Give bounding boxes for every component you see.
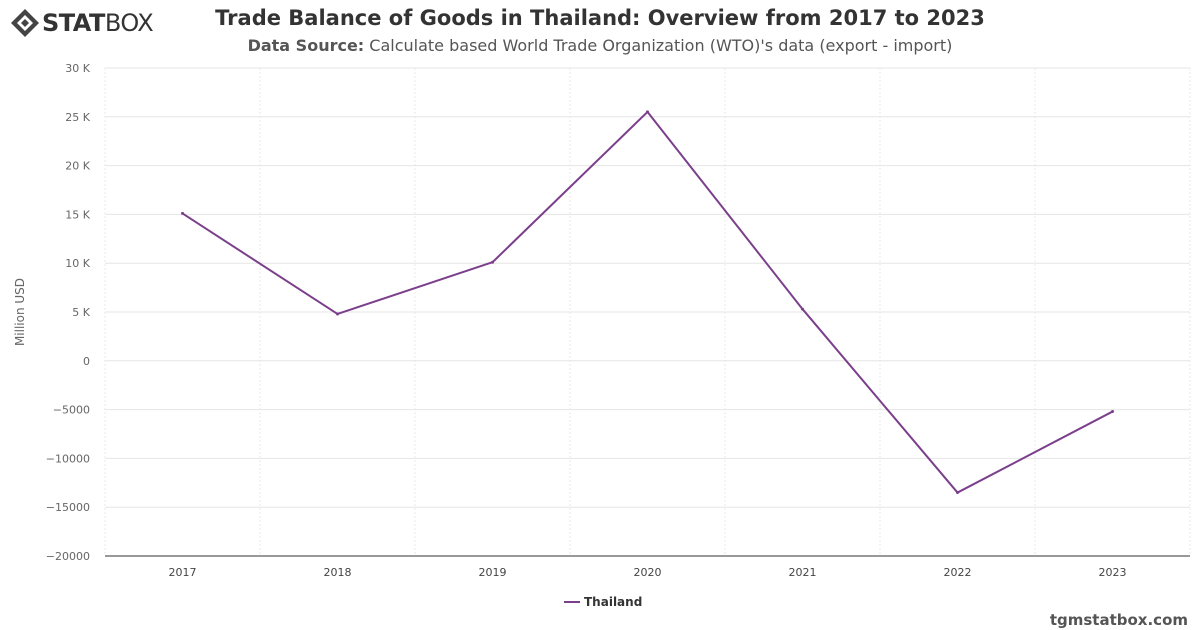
y-tick-label: 0 xyxy=(83,355,90,368)
data-point[interactable] xyxy=(956,491,959,495)
x-tick-label: 2017 xyxy=(169,566,197,579)
y-tick-label: 30 K xyxy=(65,62,90,75)
series-layer xyxy=(181,110,1114,495)
subtitle-label: Data Source: xyxy=(247,36,365,55)
y-tick-label: −15000 xyxy=(46,501,90,514)
data-point[interactable] xyxy=(801,307,804,311)
x-tick-label: 2023 xyxy=(1099,566,1127,579)
chart-title: Trade Balance of Goods in Thailand: Over… xyxy=(215,6,985,30)
series-line-thailand[interactable] xyxy=(181,110,1113,494)
y-tick-label: 10 K xyxy=(65,257,90,270)
x-tick-label: 2022 xyxy=(944,566,972,579)
y-axis-title: Million USD xyxy=(13,278,27,346)
statbox-logo-icon xyxy=(11,9,39,37)
statbox-logo-text: STATBOX xyxy=(42,9,154,37)
data-point[interactable] xyxy=(646,110,649,114)
y-tick-label: −20000 xyxy=(46,550,90,563)
legend[interactable]: Thailand xyxy=(564,595,642,609)
x-tick-label: 2020 xyxy=(634,566,662,579)
data-point[interactable] xyxy=(181,211,184,215)
subtitle-text: Calculate based World Trade Organization… xyxy=(369,36,953,55)
x-tick-label: 2018 xyxy=(324,566,352,579)
y-tick-label: 5 K xyxy=(72,306,90,319)
y-tick-label: 25 K xyxy=(65,111,90,124)
data-point[interactable] xyxy=(1111,410,1114,414)
y-tick-label: −5000 xyxy=(53,404,90,417)
data-point[interactable] xyxy=(336,312,339,316)
legend-label-thailand: Thailand xyxy=(584,595,642,609)
statbox-logo: STATBOX xyxy=(10,8,154,38)
y-tick-label: −10000 xyxy=(46,452,90,465)
horizontal-gridlines xyxy=(105,67,1190,508)
chart-subtitle: Data Source: Calculate based World Trade… xyxy=(0,36,1200,55)
y-axis-ticks: 30 K 25 K 20 K 15 K 10 K 5 K 0 −5000 −10000 −1500… xyxy=(46,62,91,563)
x-tick-label: 2021 xyxy=(789,566,817,579)
data-point[interactable] xyxy=(491,260,494,264)
site-credit[interactable]: tgmstatbox.com xyxy=(1049,611,1188,629)
y-tick-label: 15 K xyxy=(65,208,90,221)
x-tick-label: 2019 xyxy=(479,566,507,579)
y-tick-label: 20 K xyxy=(65,160,90,173)
x-axis-ticks: 2017 2018 2019 2020 2021 2022 2023 xyxy=(169,566,1127,579)
